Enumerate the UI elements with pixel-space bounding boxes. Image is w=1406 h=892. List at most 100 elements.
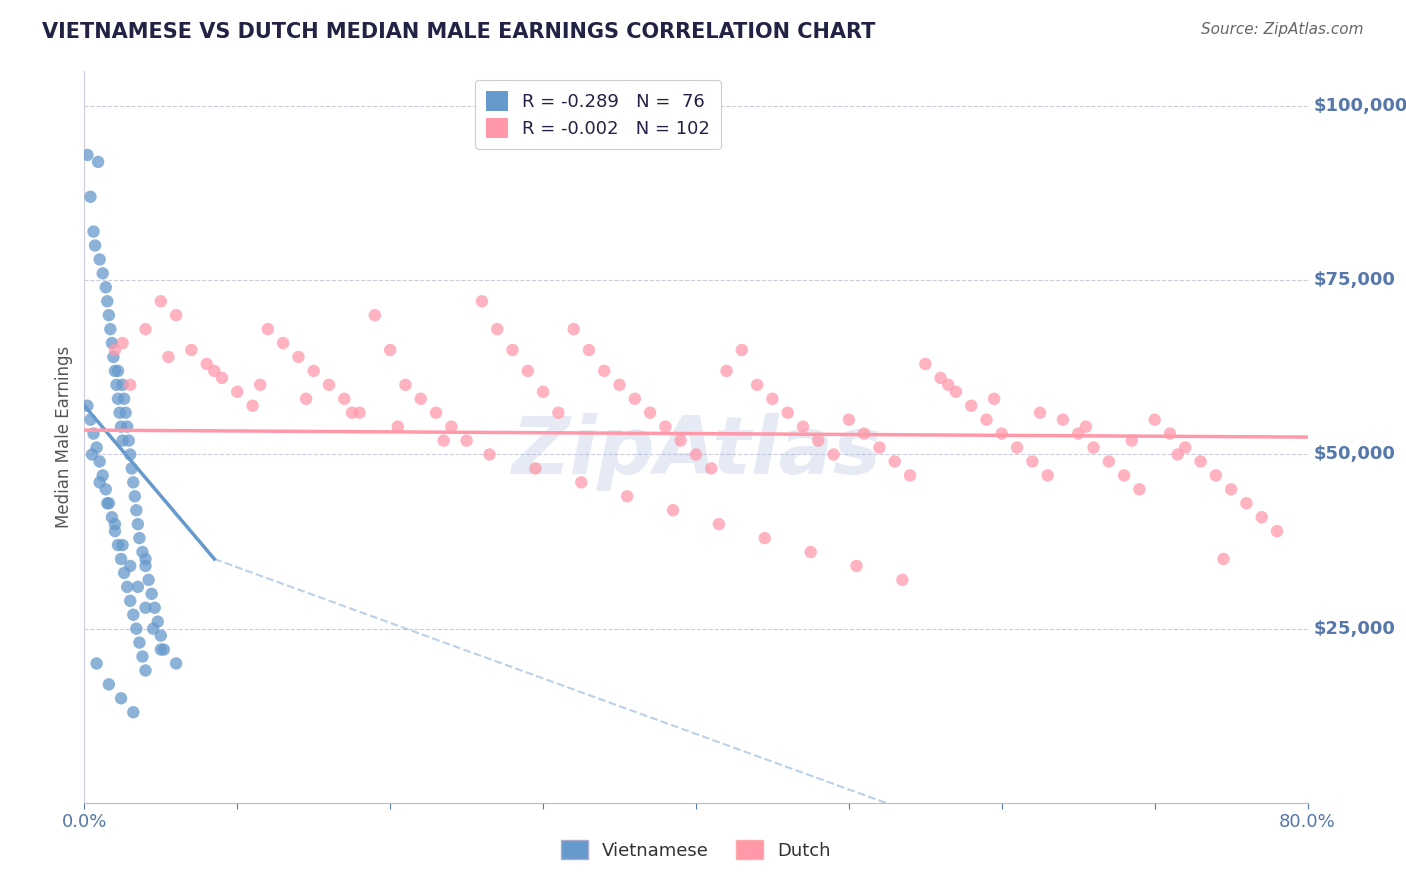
Point	[349, 406, 371, 420]
Point	[807, 434, 830, 448]
Point	[97, 308, 120, 322]
Point	[425, 406, 447, 420]
Point	[945, 384, 967, 399]
Point	[135, 664, 157, 678]
Point	[898, 468, 921, 483]
Point	[157, 350, 180, 364]
Point	[1128, 483, 1150, 497]
Point	[883, 454, 905, 468]
Text: ZipAtlas: ZipAtlas	[510, 413, 882, 491]
Point	[700, 461, 723, 475]
Point	[94, 483, 117, 497]
Y-axis label: Median Male Earnings: Median Male Earnings	[55, 346, 73, 528]
Point	[1052, 412, 1074, 426]
Point	[302, 364, 325, 378]
Text: $25,000: $25,000	[1313, 620, 1396, 638]
Point	[120, 377, 142, 392]
Point	[616, 489, 638, 503]
Point	[107, 392, 129, 406]
Point	[120, 594, 142, 608]
Text: VIETNAMESE VS DUTCH MEDIAN MALE EARNINGS CORRELATION CHART: VIETNAMESE VS DUTCH MEDIAN MALE EARNINGS…	[42, 22, 876, 42]
Point	[569, 475, 592, 490]
Point	[118, 434, 141, 448]
Point	[792, 419, 814, 434]
Point	[97, 677, 120, 691]
Point	[104, 343, 127, 357]
Point	[914, 357, 936, 371]
Point	[86, 441, 108, 455]
Point	[104, 364, 127, 378]
Point	[122, 607, 145, 622]
Point	[638, 406, 661, 420]
Point	[654, 419, 676, 434]
Point	[76, 148, 98, 162]
Legend: Vietnamese, Dutch: Vietnamese, Dutch	[554, 832, 838, 867]
Point	[800, 545, 823, 559]
Point	[153, 642, 176, 657]
Point	[135, 552, 157, 566]
Point	[226, 384, 249, 399]
Point	[1220, 483, 1243, 497]
Point	[747, 377, 769, 392]
Point	[1167, 448, 1189, 462]
Text: $75,000: $75,000	[1313, 271, 1396, 289]
Point	[578, 343, 600, 357]
Point	[1083, 441, 1105, 455]
Point	[125, 622, 148, 636]
Point	[1189, 454, 1212, 468]
Point	[115, 580, 138, 594]
Point	[138, 573, 160, 587]
Point	[91, 266, 114, 280]
Point	[143, 600, 166, 615]
Point	[387, 419, 409, 434]
Point	[104, 517, 127, 532]
Point	[1212, 552, 1234, 566]
Point	[120, 558, 142, 573]
Point	[110, 419, 132, 434]
Point	[891, 573, 914, 587]
Point	[242, 399, 264, 413]
Point	[440, 419, 463, 434]
Point	[936, 377, 959, 392]
Point	[1098, 454, 1121, 468]
Point	[87, 155, 110, 169]
Point	[165, 308, 187, 322]
Point	[976, 412, 998, 426]
Point	[89, 475, 111, 490]
Point	[502, 343, 524, 357]
Point	[409, 392, 432, 406]
Point	[120, 448, 142, 462]
Point	[98, 322, 121, 336]
Point	[1143, 412, 1166, 426]
Point	[86, 657, 108, 671]
Point	[838, 412, 860, 426]
Point	[340, 406, 363, 420]
Point	[115, 419, 138, 434]
Point	[79, 190, 101, 204]
Point	[122, 705, 145, 719]
Point	[754, 531, 776, 545]
Point	[478, 448, 501, 462]
Point	[103, 350, 125, 364]
Point	[531, 384, 554, 399]
Point	[165, 657, 187, 671]
Point	[94, 280, 117, 294]
Point	[83, 225, 105, 239]
Point	[146, 615, 169, 629]
Point	[1265, 524, 1288, 538]
Point	[91, 468, 114, 483]
Point	[731, 343, 754, 357]
Point	[287, 350, 309, 364]
Point	[149, 294, 172, 309]
Point	[1074, 419, 1097, 434]
Point	[1236, 496, 1258, 510]
Point	[107, 538, 129, 552]
Point	[318, 377, 340, 392]
Point	[142, 622, 165, 636]
Point	[562, 322, 585, 336]
Point	[1067, 426, 1090, 441]
Point	[456, 434, 478, 448]
Point	[1036, 468, 1059, 483]
Point	[135, 558, 157, 573]
Point	[394, 377, 416, 392]
